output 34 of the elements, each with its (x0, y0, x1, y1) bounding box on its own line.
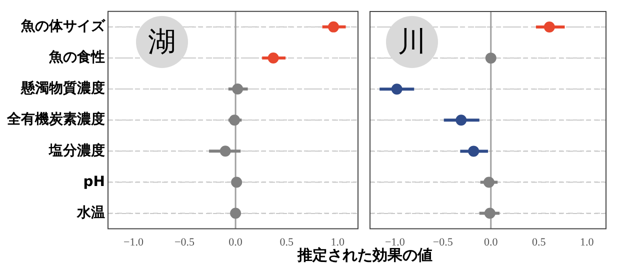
y-tick-label: 水温 (76, 204, 105, 221)
x-tick-label: 1.0 (580, 236, 594, 248)
circle-badge: 湖 (136, 16, 188, 68)
x-tick-label: 0.0 (484, 236, 498, 248)
y-tick-label: 塩分濃度 (48, 142, 105, 159)
point (544, 22, 555, 33)
x-axis-title: 推定された効果の値 (298, 246, 432, 264)
point (328, 21, 340, 32)
point (231, 176, 242, 188)
x-tick-label: −1.0 (124, 236, 144, 248)
point (220, 146, 231, 157)
point (468, 146, 480, 157)
y-tick-label: 懸濁物質濃度 (20, 80, 105, 97)
point (229, 114, 240, 126)
y-tick-label: 魚の体サイズ (20, 18, 106, 35)
point (456, 114, 467, 126)
point (391, 84, 402, 95)
point (268, 52, 279, 64)
y-tick-label: 全有機炭素濃度 (6, 110, 105, 128)
x-tick-label: −1.0 (384, 236, 406, 248)
x-tick-label: 0.5 (280, 236, 294, 248)
x-tick-label: −0.5 (432, 236, 454, 248)
point (232, 84, 244, 95)
point (485, 52, 496, 64)
x-tick-label: 0.5 (532, 236, 546, 248)
point (483, 176, 494, 188)
x-tick-label: −0.5 (174, 236, 195, 248)
circle-badge: 川 (386, 16, 438, 68)
x-tick-label: 0.0 (228, 236, 243, 248)
y-tick-label: pH (83, 174, 105, 190)
y-tick-label: 魚の食性 (48, 50, 105, 66)
point (230, 208, 242, 219)
point (484, 208, 496, 219)
x-tick-label: 1.0 (330, 236, 345, 248)
